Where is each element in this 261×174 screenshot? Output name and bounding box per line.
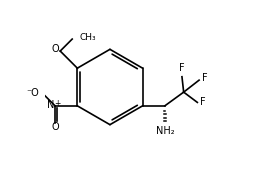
Text: ⁻O: ⁻O <box>26 88 39 98</box>
Text: F: F <box>200 97 206 107</box>
Text: O: O <box>51 44 59 54</box>
Text: NH₂: NH₂ <box>156 126 174 136</box>
Text: N: N <box>47 101 54 110</box>
Text: CH₃: CH₃ <box>79 33 96 42</box>
Text: F: F <box>179 63 185 73</box>
Text: O: O <box>51 122 59 132</box>
Text: F: F <box>202 73 207 84</box>
Text: +: + <box>54 99 60 108</box>
